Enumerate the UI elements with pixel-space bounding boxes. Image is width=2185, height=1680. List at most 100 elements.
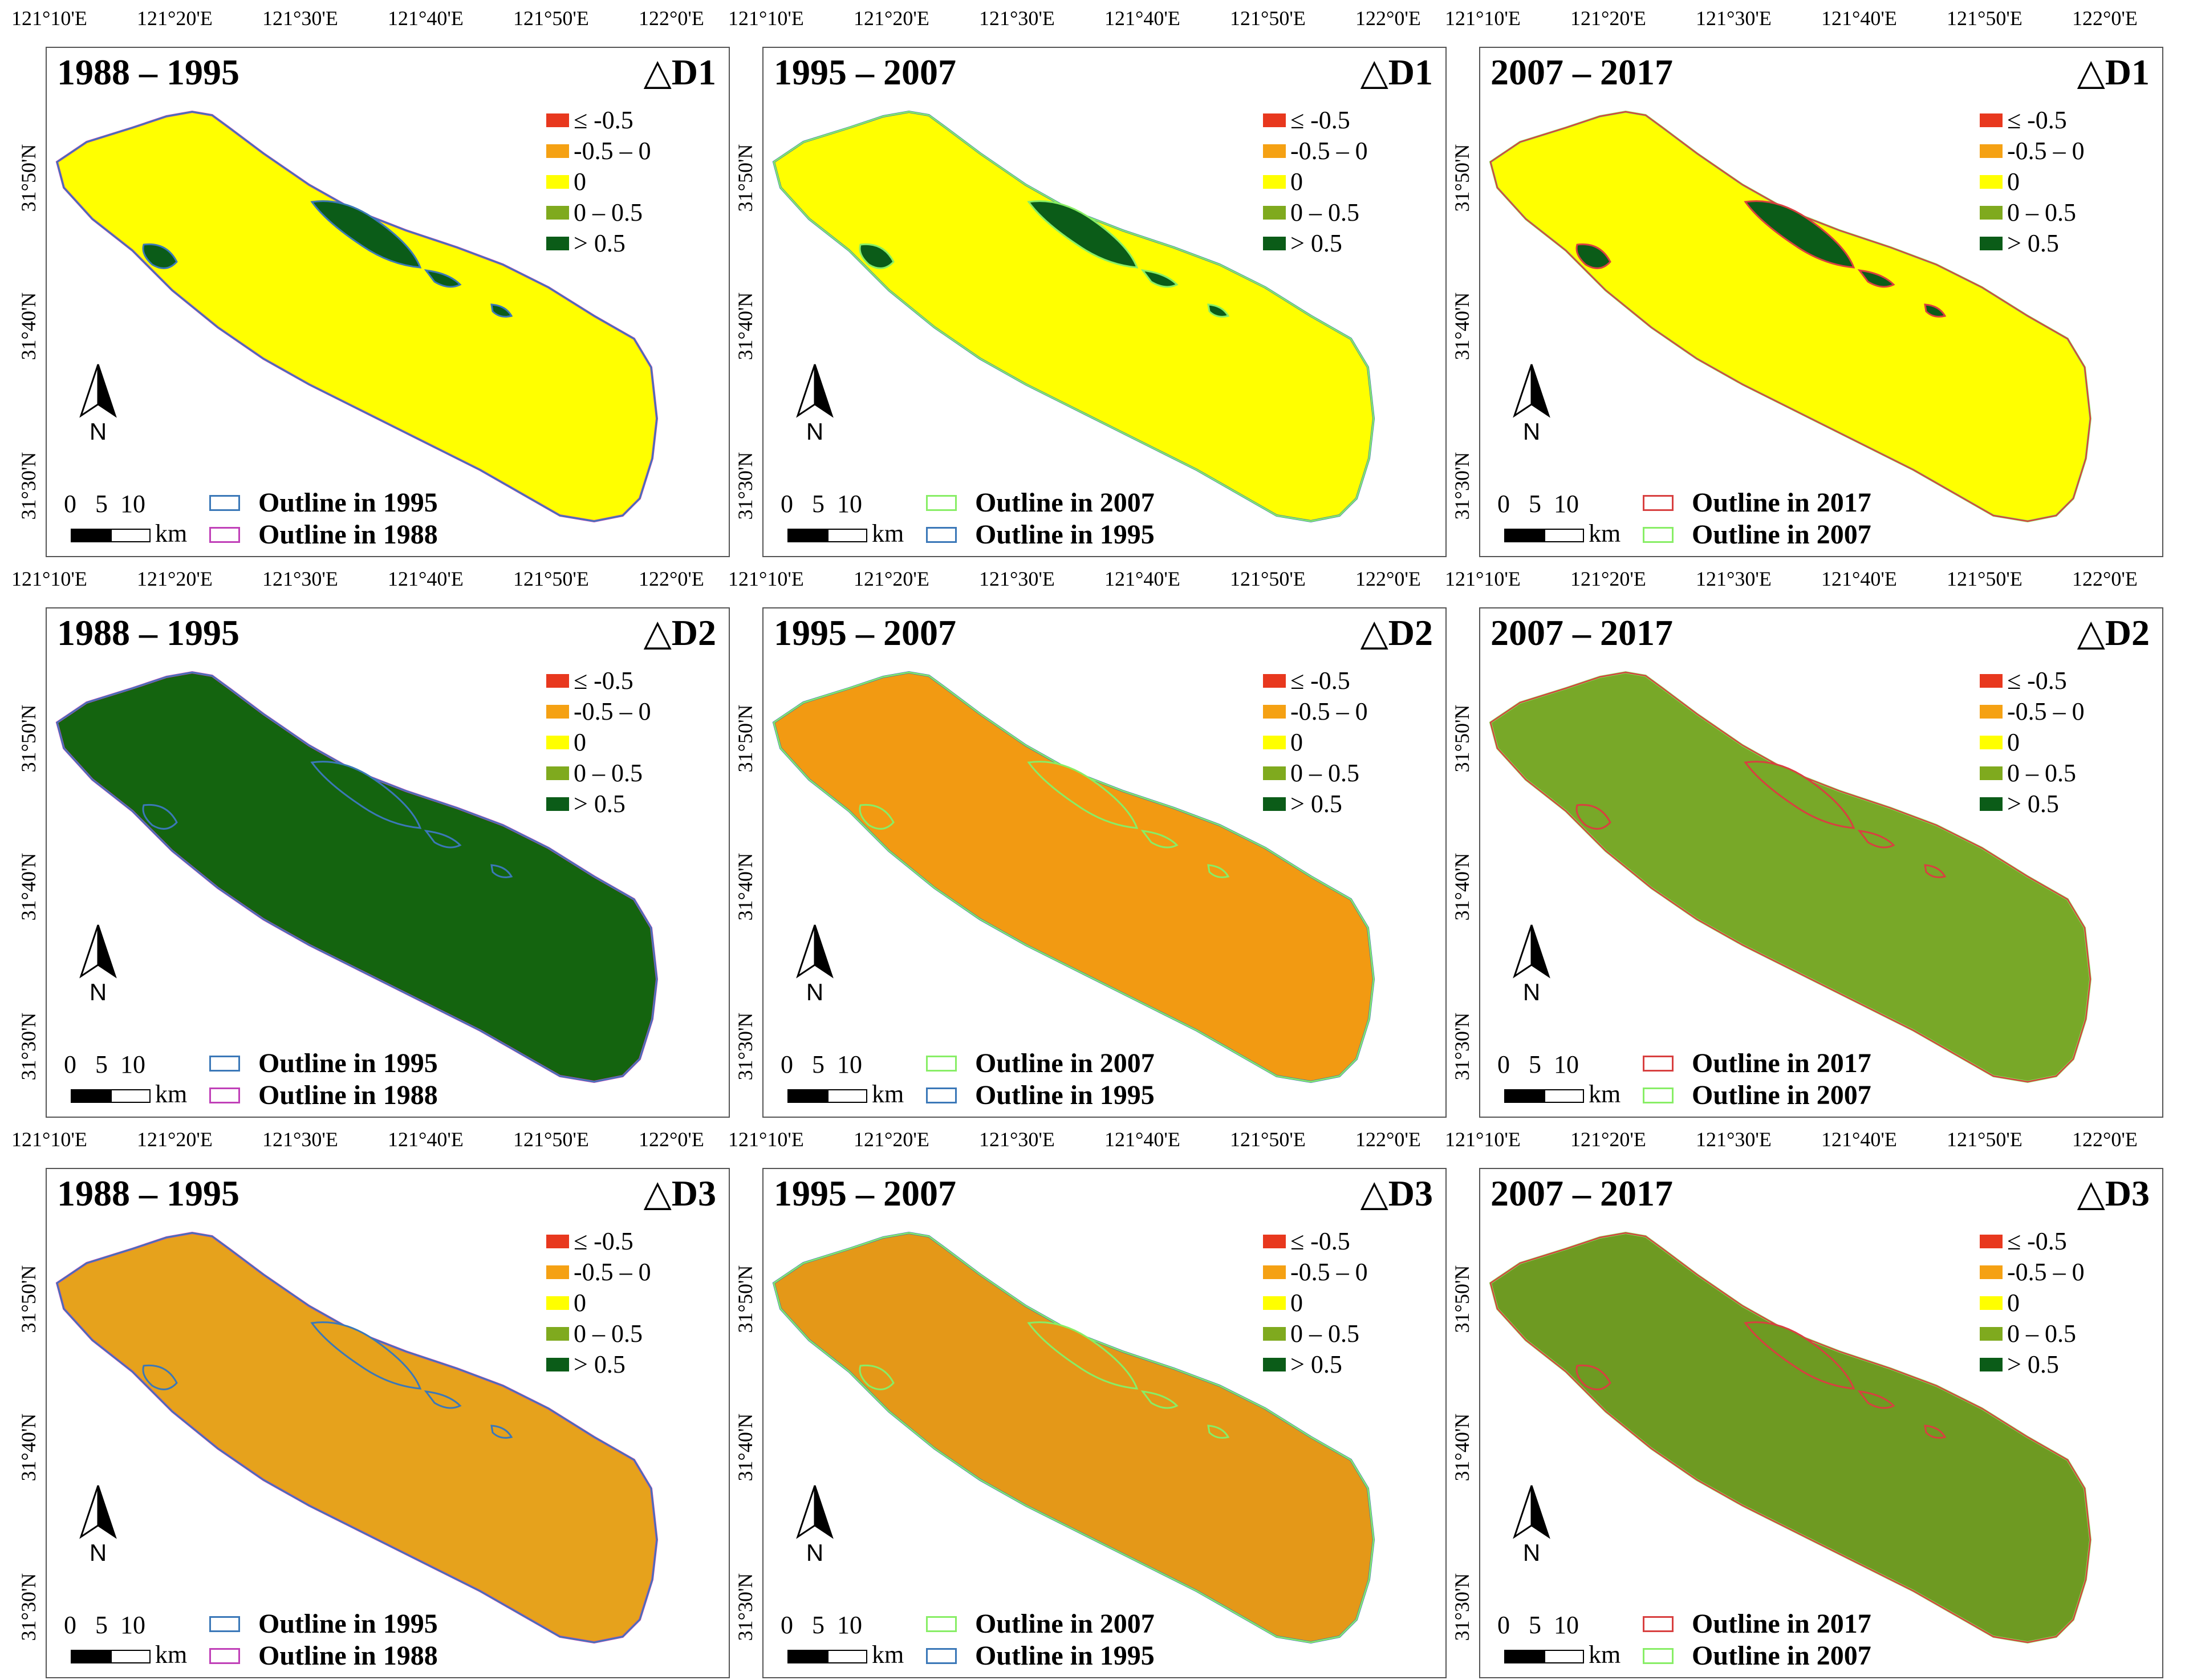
legend-swatch: [1980, 237, 2003, 250]
longitude-label: 121°50'E: [1230, 7, 1306, 30]
outline-label: Outline in 1995: [258, 1609, 438, 1639]
latitude-label: 31°40'N: [734, 1413, 757, 1482]
islet: [1027, 200, 1139, 269]
islet: [424, 830, 462, 849]
outline-swatch: [209, 1056, 240, 1072]
islet: [1140, 830, 1179, 849]
legend-swatch: [546, 674, 569, 688]
islet: [1857, 830, 1895, 849]
legend-item: > 0.5: [546, 1349, 695, 1380]
outline-legend-item: Outline in 2017: [1643, 487, 1871, 519]
legend-item: 0 – 0.5: [1263, 197, 1411, 228]
map-panel: 121°10'E 121°20'E 121°30'E 121°40'E 121°50'E…: [717, 561, 1468, 1119]
map-frame: 1995 – 2007 △D2 ≤ -0.5 -0.5 – 0 0 0 – 0.5 > 0.…: [762, 607, 1447, 1118]
outline-swatch: [209, 1648, 240, 1664]
latitude-label: 31°40'N: [734, 853, 757, 921]
longitude-label: 121°10'E: [1445, 1128, 1521, 1151]
scale-bar-graphic: [787, 1089, 867, 1103]
legend-label: 0 – 0.5: [1290, 1320, 1359, 1348]
longitude-label: 121°10'E: [11, 567, 87, 590]
latitude-label: 31°40'N: [17, 1413, 40, 1482]
legend-item: 0: [546, 727, 695, 758]
legend-label: -0.5 – 0: [1290, 137, 1368, 165]
outline-label: Outline in 1995: [258, 1048, 438, 1078]
island-map: [772, 671, 1375, 1084]
longitude-label: 121°30'E: [262, 1128, 338, 1151]
longitude-label: 122°0'E: [2072, 1128, 2138, 1151]
period-title: 1988 – 1995: [57, 1173, 239, 1214]
longitude-label: 121°10'E: [728, 7, 804, 30]
period-title: 1988 – 1995: [57, 52, 239, 92]
islet: [310, 761, 422, 829]
legend-swatch: [1263, 206, 1286, 220]
outline-legend: Outline in 2017 Outline in 2007: [1643, 487, 1871, 551]
legend-item: 0: [1980, 1288, 2128, 1318]
latitude-label: 31°50'N: [734, 704, 757, 773]
legend-item: -0.5 – 0: [1263, 696, 1411, 727]
island-outline: [773, 1232, 1375, 1644]
outline-label: Outline in 1995: [975, 1641, 1155, 1671]
islet: [490, 303, 513, 318]
longitude-label: 121°50'E: [1947, 567, 2022, 590]
latitude-label: 31°30'N: [1451, 452, 1473, 520]
island-map: [1489, 1231, 2092, 1644]
longitude-label: 121°50'E: [513, 567, 589, 590]
outline-legend-item: Outline in 1995: [926, 1080, 1155, 1111]
legend-swatch: [1980, 736, 2003, 749]
legend-swatch: [546, 1235, 569, 1248]
legend-swatch: [546, 705, 569, 719]
scale-ticks: 0 5 10: [64, 1050, 145, 1078]
island-map: [772, 110, 1375, 523]
legend-label: 0 – 0.5: [574, 1320, 643, 1348]
map-frame: 2007 – 2017 △D2 ≤ -0.5 -0.5 – 0 0 0 – 0.5 > 0.…: [1479, 607, 2163, 1118]
legend-label: 0: [574, 728, 586, 756]
period-title: 2007 – 2017: [1490, 1173, 1673, 1214]
legend-item: -0.5 – 0: [546, 1257, 695, 1288]
north-arrow-icon: N: [796, 924, 834, 1005]
north-label: N: [806, 1539, 823, 1565]
scale-ticks: 0 5 10: [781, 1050, 862, 1078]
legend-item: ≤ -0.5: [546, 105, 695, 136]
longitude-label: 121°30'E: [979, 1128, 1055, 1151]
legend-swatch: [1980, 1265, 2003, 1279]
map-panel: 121°10'E 121°20'E 121°30'E 121°40'E 121°50'E…: [1433, 0, 2185, 559]
longitude-label: 121°20'E: [1570, 567, 1646, 590]
islet: [1027, 761, 1139, 829]
north-arrow-icon: N: [1513, 1485, 1550, 1565]
islet: [1924, 303, 1947, 318]
islet: [1744, 200, 1855, 269]
legend-swatch: [1980, 144, 2003, 158]
longitude-label: 121°50'E: [513, 1128, 589, 1151]
legend-swatch: [1980, 1296, 2003, 1310]
legend-item: ≤ -0.5: [1980, 1226, 2128, 1257]
outline-legend: Outline in 2007 Outline in 1995: [926, 1608, 1155, 1672]
scale-ticks: 0 5 10: [64, 490, 145, 518]
islet: [142, 1364, 178, 1390]
latitude-label: 31°50'N: [17, 1265, 40, 1333]
legend-item: ≤ -0.5: [1980, 105, 2128, 136]
legend-item: 0 – 0.5: [546, 1318, 695, 1349]
longitude-label: 122°0'E: [2072, 7, 2138, 30]
latitude-label: 31°50'N: [17, 144, 40, 212]
legend-swatch: [1980, 797, 2003, 811]
legend-swatch: [546, 1327, 569, 1341]
north-label: N: [90, 418, 107, 444]
north-arrow-icon: N: [79, 364, 117, 444]
latitude-label: 31°30'N: [17, 452, 40, 520]
latitude-label: 31°40'N: [734, 292, 757, 360]
islet: [310, 1321, 422, 1390]
legend-label: > 0.5: [1290, 1350, 1342, 1378]
islet: [310, 200, 422, 269]
outline-swatch: [209, 495, 240, 511]
north-label: N: [1523, 1539, 1540, 1565]
legend-item: 0 – 0.5: [546, 197, 695, 228]
legend-label: ≤ -0.5: [1290, 106, 1350, 134]
outline-label: Outline in 1988: [258, 520, 438, 550]
scale-bar: 0 5 10 km: [781, 490, 963, 553]
legend-label: > 0.5: [1290, 229, 1342, 257]
longitude-label: 121°20'E: [854, 1128, 929, 1151]
outline-legend-item: Outline in 1995: [209, 1048, 438, 1080]
